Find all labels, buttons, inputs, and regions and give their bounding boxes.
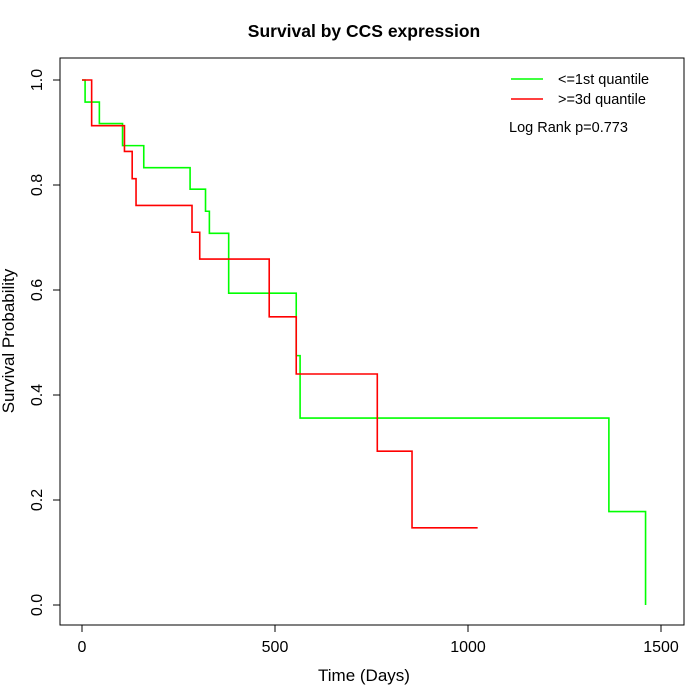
log-rank-annotation: Log Rank p=0.773 — [509, 120, 628, 136]
y-tick-label: 0.8 — [29, 174, 46, 196]
series-layer — [82, 79, 647, 605]
x-tick-label: 1000 — [450, 639, 486, 656]
x-tick-label: 500 — [262, 639, 289, 656]
legend-label-1: <=1st quantile — [558, 72, 649, 88]
y-axis-label: Survival Probability — [0, 268, 18, 413]
x-tick-label: 1500 — [643, 639, 679, 656]
series-line-2 — [82, 79, 478, 529]
y-tick-label: 0.4 — [29, 384, 46, 406]
chart-title: Survival by CCS expression — [248, 21, 480, 41]
y-tick-label: 0.6 — [29, 279, 46, 301]
y-tick-label: 0.0 — [29, 594, 46, 616]
y-tick-label: 0.2 — [29, 489, 46, 511]
series-line-1 — [82, 79, 647, 605]
y-axis: 0.0 0.2 0.4 0.6 0.8 1.0 — [29, 69, 61, 616]
x-axis: 0 500 1000 1500 — [78, 624, 679, 656]
legend: <=1st quantile >=3d quantile — [511, 72, 649, 108]
x-tick-label: 0 — [78, 639, 87, 656]
legend-label-2: >=3d quantile — [558, 92, 646, 108]
x-axis-label: Time (Days) — [318, 666, 410, 685]
y-tick-label: 1.0 — [29, 69, 46, 91]
